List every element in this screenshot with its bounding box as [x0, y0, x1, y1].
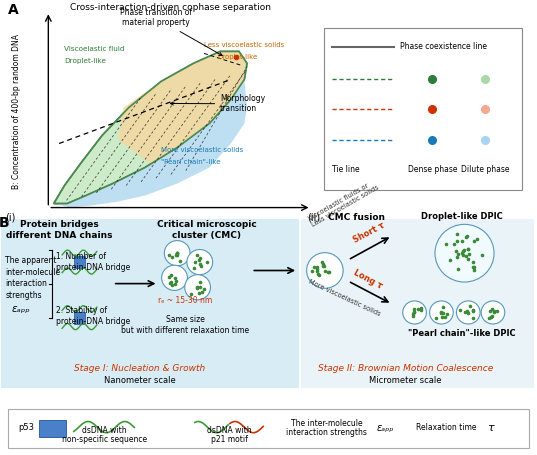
Text: dsDNA with
non-specific sequence: dsDNA with non-specific sequence — [62, 426, 147, 445]
Circle shape — [403, 301, 426, 324]
Text: Phase coexistence line: Phase coexistence line — [400, 42, 487, 51]
Text: Droplet-like: Droplet-like — [64, 58, 106, 65]
Text: "Pearl chain"-like DPIC: "Pearl chain"-like DPIC — [408, 329, 516, 338]
Text: (ii): (ii) — [307, 212, 320, 222]
Text: Stage II: Brownian Motion Coalescence: Stage II: Brownian Motion Coalescence — [318, 364, 493, 373]
Circle shape — [435, 224, 494, 282]
Text: Stage I: Nucleation & Growth: Stage I: Nucleation & Growth — [74, 364, 205, 373]
Text: p53: p53 — [18, 424, 34, 432]
Text: εₐₚₚ: εₐₚₚ — [376, 423, 394, 433]
FancyBboxPatch shape — [324, 28, 522, 190]
Text: (i): (i) — [5, 212, 16, 222]
Text: Dilute phase: Dilute phase — [461, 165, 510, 174]
Text: Cross-interaction-driven cophase separation: Cross-interaction-driven cophase separat… — [70, 3, 271, 12]
Text: "Pearl chain"-like: "Pearl chain"-like — [161, 158, 221, 165]
Text: CMC fusion: CMC fusion — [328, 213, 384, 222]
Text: A: Concentration of p53ᵉᵈ ΔTAD: A: Concentration of p53ᵉᵈ ΔTAD — [117, 223, 237, 233]
Text: Same size
but with different relaxation time: Same size but with different relaxation … — [121, 314, 249, 335]
FancyBboxPatch shape — [39, 420, 67, 437]
Text: Droplet-like DPIC: Droplet-like DPIC — [421, 212, 503, 221]
Text: Viscoelastic fluid: Viscoelastic fluid — [64, 46, 125, 52]
Text: The inter-molecule
interaction strengths: The inter-molecule interaction strengths — [286, 419, 367, 437]
Text: The apparent
inter-molecule
interaction
strengths: The apparent inter-molecule interaction … — [5, 256, 61, 300]
Text: More viscoelastic solids: More viscoelastic solids — [161, 147, 243, 152]
Text: More viscoelastic solids: More viscoelastic solids — [307, 278, 381, 317]
Text: Tie line: Tie line — [332, 165, 360, 174]
Text: Nanometer scale: Nanometer scale — [104, 376, 176, 385]
Circle shape — [430, 301, 453, 324]
Text: Relaxation time: Relaxation time — [416, 424, 476, 432]
Text: Dense phase: Dense phase — [408, 165, 457, 174]
Polygon shape — [54, 51, 247, 203]
Polygon shape — [54, 80, 247, 207]
Circle shape — [185, 275, 211, 300]
Text: εₐₚₚ: εₐₚₚ — [12, 304, 31, 314]
Polygon shape — [118, 51, 247, 163]
Text: Long τ: Long τ — [352, 268, 383, 290]
Circle shape — [481, 301, 505, 324]
Text: B: Concentration of 400-bp random DNA: B: Concentration of 400-bp random DNA — [12, 34, 20, 189]
Text: Phase transition of
material property: Phase transition of material property — [120, 8, 222, 56]
FancyBboxPatch shape — [1, 219, 299, 388]
Circle shape — [307, 253, 343, 288]
Text: Protein bridges
different DNA chains: Protein bridges different DNA chains — [6, 220, 112, 239]
Circle shape — [162, 265, 187, 290]
Text: Less viscoelastic solids: Less viscoelastic solids — [204, 42, 284, 48]
Text: dsDNA with
p21 motif: dsDNA with p21 motif — [207, 426, 251, 445]
Text: A: A — [8, 3, 19, 17]
FancyBboxPatch shape — [74, 256, 85, 268]
FancyBboxPatch shape — [8, 410, 529, 448]
Text: Morphology
transition: Morphology transition — [170, 94, 265, 113]
Text: Short τ: Short τ — [352, 221, 386, 245]
Text: τ: τ — [487, 423, 494, 433]
Text: Viscoelastic fluids or
Less viscoelastic solids: Viscoelastic fluids or Less viscoelastic… — [307, 178, 380, 228]
Circle shape — [456, 301, 480, 324]
Text: Critical microscopic
cluster (CMC): Critical microscopic cluster (CMC) — [157, 220, 257, 239]
Text: 1. Number of
protein-DNA bridge: 1. Number of protein-DNA bridge — [56, 252, 130, 273]
Text: rₑ ~ 15-30 nm: rₑ ~ 15-30 nm — [158, 296, 213, 305]
Text: B: B — [0, 217, 10, 231]
FancyBboxPatch shape — [301, 219, 534, 388]
Circle shape — [187, 249, 213, 275]
Text: 2. Stability of
protein-DNA bridge: 2. Stability of protein-DNA bridge — [56, 306, 130, 326]
FancyBboxPatch shape — [74, 312, 85, 324]
Text: Droplet-like: Droplet-like — [217, 55, 258, 61]
Circle shape — [164, 241, 190, 266]
Text: Micrometer scale: Micrometer scale — [369, 376, 442, 385]
